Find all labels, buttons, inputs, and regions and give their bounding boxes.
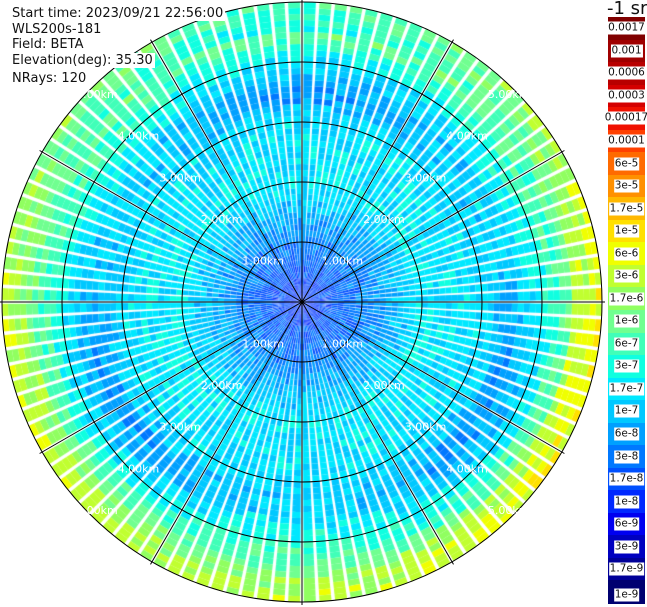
colorbar: 0.0017 0.001 0.0006 0.0003 0.00017 0.0001 6e-5… — [603, 17, 647, 604]
range-ring-label: 3.00km — [405, 171, 447, 184]
colorbar-tick-label: 3e-6 — [613, 269, 640, 283]
range-ring-label: 4.00km — [118, 130, 160, 143]
colorbar-tick-label: 3e-8 — [613, 450, 640, 463]
colorbar-tick-label: 6e-5 — [613, 157, 640, 170]
range-ring-label: 3.00km — [405, 421, 447, 434]
azimuth-line — [301, 301, 454, 565]
colorbar-tick-label: 0.001 — [610, 44, 643, 58]
range-ring-label: 2.00km — [363, 379, 405, 392]
colorbar-tick-label: 1.7e-6 — [608, 292, 645, 306]
colorbar-tick-label: 3e-5 — [613, 179, 640, 193]
colorbar-tick-label: 1.7e-7 — [608, 382, 645, 396]
range-ring-label: 1.00km — [322, 338, 364, 351]
range-ring-label: 2.00km — [201, 379, 243, 392]
colorbar-tick-label: 6e-6 — [613, 247, 640, 261]
range-ring-label: 1.00km — [242, 338, 284, 351]
colorbar-tick-label: 6e-9 — [613, 517, 640, 531]
azimuth-line — [301, 39, 454, 303]
start-time-label: Start time: 2023/09/21 22:56:00 — [10, 6, 226, 21]
colorbar-tick-label: 3e-9 — [613, 540, 640, 554]
range-ring-label: 4.00km — [446, 130, 488, 143]
colorbar-tick-label: 1.7e-8 — [608, 472, 645, 486]
colorbar-tick-label: 1.7e-9 — [608, 562, 645, 576]
azimuth-line — [150, 39, 303, 303]
colorbar-tick-label: 1e-9 — [613, 588, 640, 602]
range-ring-label: 2.00km — [201, 213, 243, 226]
range-ring-label: 1.00km — [322, 254, 364, 267]
azimuth-line — [301, 301, 565, 454]
azimuth-line — [39, 150, 303, 303]
azimuth-line — [301, 150, 565, 303]
instrument-label: WLS200s-181 — [10, 22, 104, 37]
azimuth-line — [39, 301, 303, 454]
colorbar-tick-label: 1.7e-5 — [608, 202, 645, 216]
range-ring-label: 3.00km — [159, 171, 201, 184]
colorbar-tick-label: 0.0017 — [607, 21, 646, 35]
range-ring-label: 2.00km — [363, 213, 405, 226]
colorbar-tick-label: 1e-8 — [613, 495, 640, 509]
nrays-label: NRays: 120 — [10, 71, 89, 86]
azimuth-line — [150, 301, 303, 565]
colorbar-tick-label: 6e-8 — [613, 427, 640, 441]
colorbar-tick-label: 0.0001 — [607, 134, 646, 148]
range-ring-label: 5.00km — [488, 88, 530, 101]
colorbar-tick-label: 1e-5 — [613, 224, 640, 238]
range-ring-label: 1.00km — [242, 254, 284, 267]
field-label: Field: BETA — [10, 37, 86, 52]
colorbar-tick-label: 3e-7 — [613, 359, 640, 373]
range-ring-label: 4.00km — [446, 462, 488, 475]
colorbar-tick-label: 0.0003 — [607, 89, 646, 103]
range-ring-label: 5.00km — [488, 504, 530, 517]
range-ring-label: 4.00km — [118, 462, 160, 475]
colorbar-tick-label: 1e-6 — [613, 314, 640, 328]
colorbar-tick-label: 0.00017 — [603, 111, 647, 125]
range-ring-label: 5.00km — [76, 88, 118, 101]
colorbar-tick-label: 1e-7 — [613, 404, 640, 418]
colorbar-tick-label: 0.0006 — [607, 66, 646, 80]
colorbar-tick-label: 6e-7 — [613, 337, 640, 351]
range-ring-label: 3.00km — [159, 421, 201, 434]
elevation-label: Elevation(deg): 35.30 — [10, 53, 155, 68]
colorbar-unit: -1 sr — [607, 0, 647, 19]
range-ring-label: 5.00km — [76, 504, 118, 517]
